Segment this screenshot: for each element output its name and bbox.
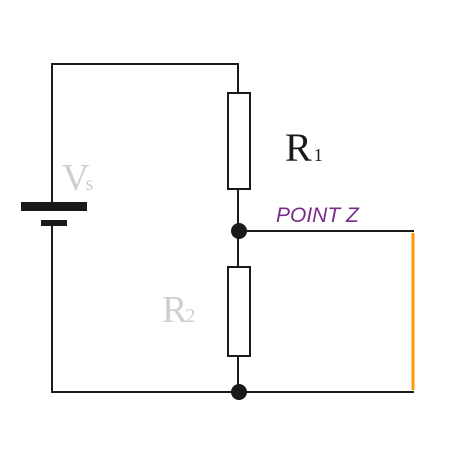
label-v-source: Vs [62, 157, 93, 199]
resistor-r2 [227, 266, 251, 357]
label-r2-sub: 2 [185, 305, 195, 327]
resistor-r1 [227, 92, 251, 190]
label-v-sub: s [85, 173, 93, 195]
battery-long-plate [21, 202, 87, 211]
label-r1-sub: 1 [314, 145, 323, 165]
label-r2: R2 [162, 289, 195, 331]
label-r1-main: R [285, 125, 312, 170]
battery-symbol [21, 202, 87, 226]
junction-node-middle [231, 223, 247, 239]
label-r2-main: R [162, 289, 188, 331]
label-v-main: V [62, 157, 90, 199]
wires [51, 63, 414, 393]
junction-node-bottom [231, 384, 247, 400]
label-point-z: POINT Z [276, 204, 360, 227]
battery-short-plate [41, 220, 67, 226]
